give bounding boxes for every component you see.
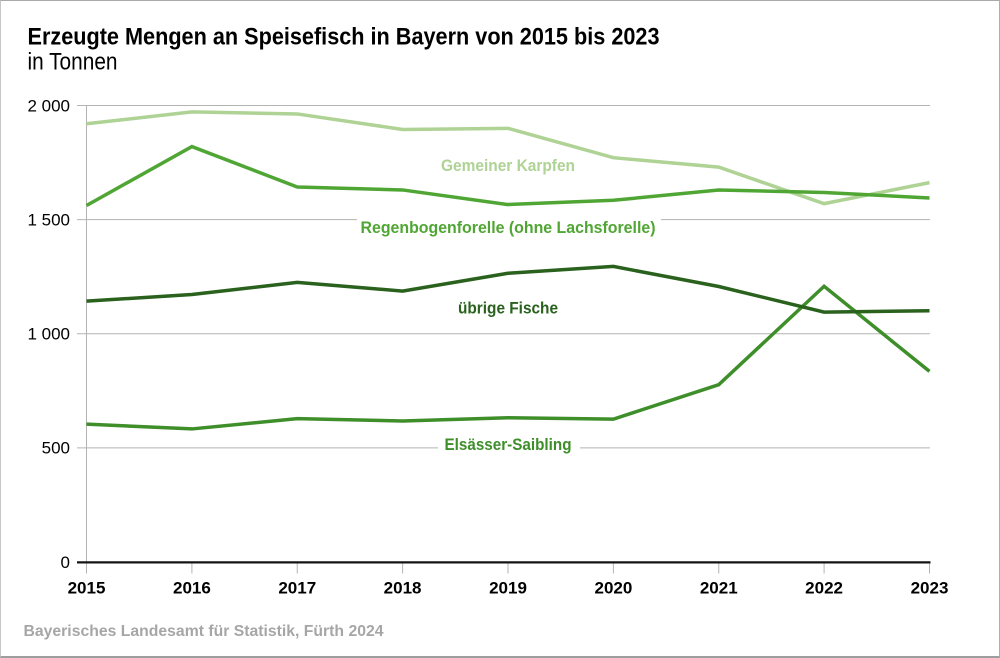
svg-text:1 000: 1 000 <box>27 325 70 344</box>
svg-text:Bayerisches Landesamt für Stat: Bayerisches Landesamt für Statistik, Für… <box>24 623 384 640</box>
svg-text:2017: 2017 <box>278 579 316 598</box>
svg-text:2 000: 2 000 <box>27 96 70 115</box>
svg-text:Regenbogenforelle (ohne Lachsf: Regenbogenforelle (ohne Lachsforelle) <box>361 218 656 237</box>
svg-text:Elsässer-Saibling: Elsässer-Saibling <box>445 435 572 454</box>
svg-text:2020: 2020 <box>594 579 632 598</box>
svg-text:1 500: 1 500 <box>27 210 70 229</box>
svg-text:2022: 2022 <box>805 579 843 598</box>
svg-text:2018: 2018 <box>384 579 422 598</box>
svg-text:2021: 2021 <box>700 579 738 598</box>
svg-text:in Tonnen: in Tonnen <box>28 48 118 75</box>
svg-text:übrige Fische: übrige Fische <box>458 298 558 317</box>
svg-text:2019: 2019 <box>489 579 527 598</box>
svg-text:2016: 2016 <box>173 579 211 598</box>
svg-text:Erzeugte Mengen an Speisefisch: Erzeugte Mengen an Speisefisch in Bayern… <box>28 24 660 51</box>
svg-text:Gemeiner Karpfen: Gemeiner Karpfen <box>441 156 575 175</box>
svg-text:2015: 2015 <box>68 579 106 598</box>
svg-text:500: 500 <box>42 439 70 458</box>
svg-text:0: 0 <box>61 553 70 572</box>
svg-text:2023: 2023 <box>911 579 949 598</box>
